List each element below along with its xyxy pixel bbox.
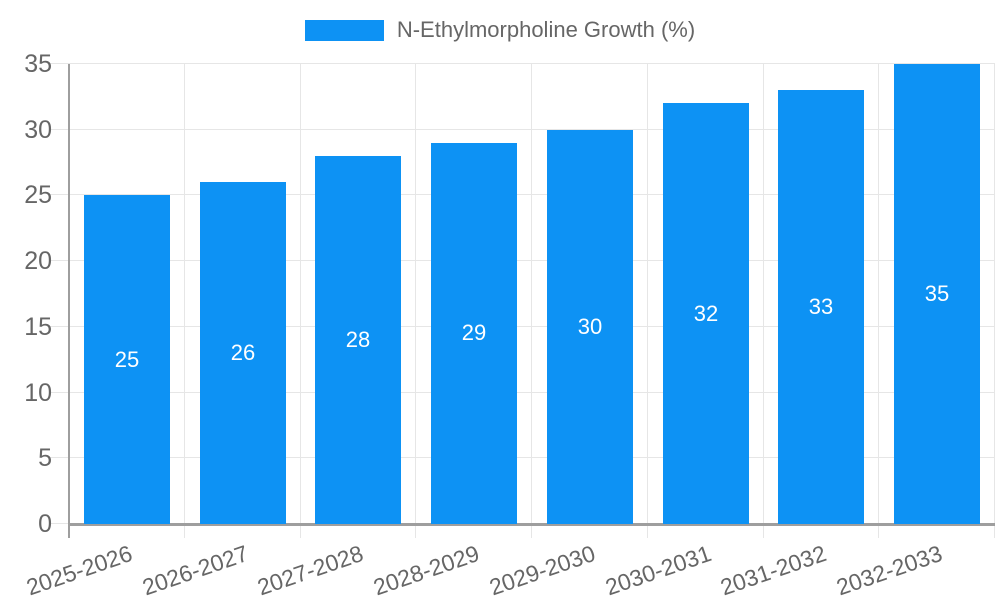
bar[interactable] — [200, 182, 286, 524]
x-axis-line — [69, 523, 995, 526]
h-gridline — [49, 260, 995, 261]
x-tick-label: 2027-2028 — [253, 540, 367, 600]
y-tick-label: 10 — [24, 379, 52, 407]
v-gridline — [415, 64, 416, 538]
v-gridline — [184, 64, 185, 538]
bar-value-label: 32 — [693, 301, 719, 326]
bar[interactable] — [663, 103, 749, 524]
bar-value-label: 29 — [461, 320, 487, 345]
h-gridline — [49, 392, 995, 393]
bar[interactable] — [894, 64, 980, 524]
bar-value-label: 25 — [114, 347, 140, 372]
y-tick-label: 20 — [24, 247, 52, 275]
bar-value-label: 30 — [577, 314, 603, 339]
y-tick-label: 5 — [38, 444, 52, 472]
bar-value-label: 26 — [230, 340, 256, 365]
y-tick-label: 25 — [24, 181, 52, 209]
bar[interactable] — [431, 143, 517, 524]
h-gridline — [49, 129, 995, 130]
h-gridline — [49, 63, 995, 64]
x-tick-label: 2031-2032 — [716, 540, 830, 600]
legend: N-Ethylmorpholine Growth (%) — [0, 17, 1000, 43]
v-gridline — [878, 64, 879, 538]
v-gridline — [994, 64, 995, 538]
x-tick-label: 2029-2030 — [485, 540, 599, 600]
bar-value-label: 28 — [345, 327, 371, 352]
y-tick-label: 0 — [38, 510, 52, 538]
h-gridline — [49, 523, 69, 524]
bar-value-label: 33 — [808, 294, 834, 319]
legend-swatch — [304, 19, 384, 41]
bar[interactable] — [84, 195, 170, 524]
h-gridline — [49, 194, 995, 195]
x-tick-label: 2028-2029 — [369, 540, 483, 600]
bar-value-label: 35 — [924, 281, 950, 306]
y-axis-line — [68, 64, 70, 538]
y-tick-label: 15 — [24, 313, 52, 341]
bar[interactable] — [547, 130, 633, 524]
bar[interactable] — [315, 156, 401, 524]
legend-label: N-Ethylmorpholine Growth (%) — [396, 17, 696, 42]
y-tick-label: 30 — [24, 116, 52, 144]
h-gridline — [49, 457, 995, 458]
h-gridline — [49, 326, 995, 327]
v-gridline — [531, 64, 532, 538]
x-tick-label: 2026-2027 — [138, 540, 252, 600]
v-gridline — [647, 64, 648, 538]
bar[interactable] — [778, 90, 864, 524]
x-tick-label: 2032-2033 — [832, 540, 946, 600]
x-tick-label: 2030-2031 — [601, 540, 715, 600]
v-gridline — [300, 64, 301, 538]
v-gridline — [763, 64, 764, 538]
x-tick-label: 2025-2026 — [22, 540, 136, 600]
y-tick-label: 35 — [24, 50, 52, 78]
